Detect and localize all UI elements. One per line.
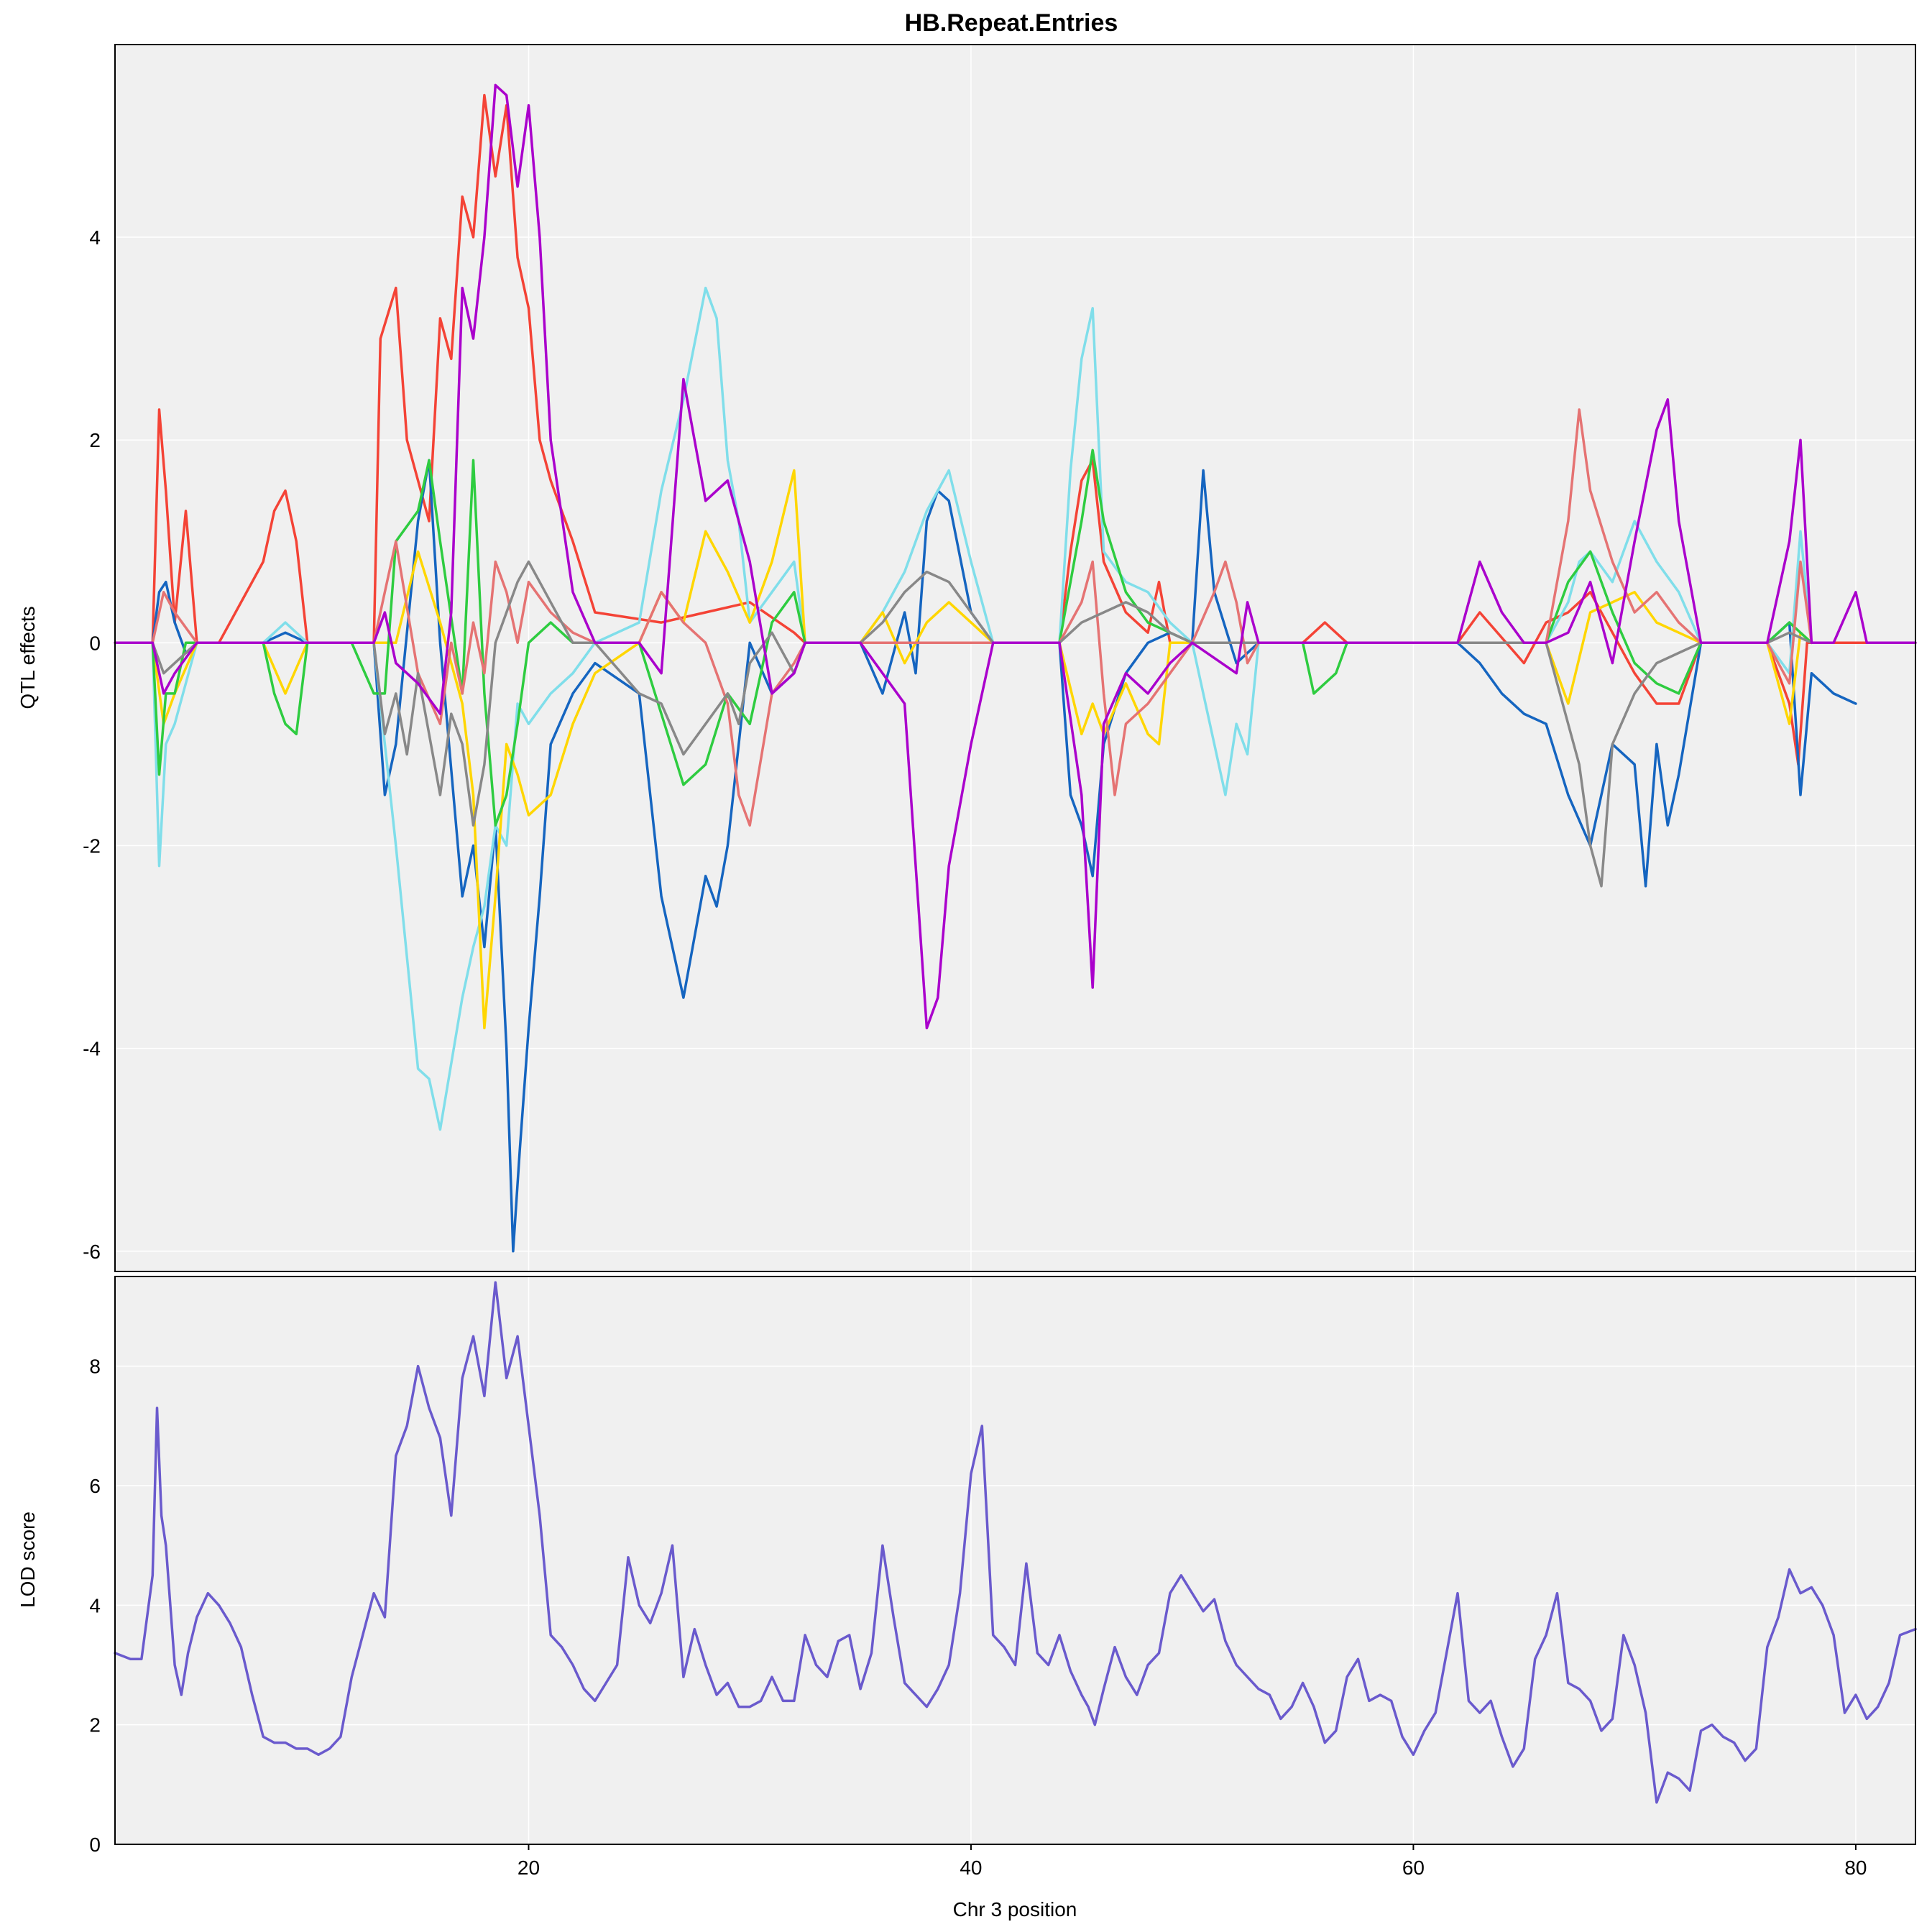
lod-series-line-1 (114, 1281, 1917, 1804)
effects-plot-frame (114, 44, 1916, 1272)
effects-series-line-7 (151, 560, 1813, 888)
lod-y-tick-label: 2 (89, 1714, 101, 1736)
effects-series-line-6 (151, 408, 1813, 827)
effects-y-tick-labels: -6 -4 -2 0 2 4 (83, 226, 101, 1263)
lod-y-tick-label: 6 (89, 1475, 101, 1497)
effects-y-tick-label: -4 (83, 1038, 101, 1060)
x-tick-label: 40 (960, 1857, 982, 1879)
effects-y-tick-label: 0 (89, 632, 101, 654)
effects-y-tick-label: -2 (83, 834, 101, 857)
effects-y-axis-label: QTL effects (17, 606, 39, 709)
x-tick-label: 80 (1844, 1857, 1867, 1879)
chart-title: HB.Repeat.Entries (905, 9, 1118, 37)
effects-y-tick-label: 2 (89, 429, 101, 451)
lod-y-tick-label: 4 (89, 1594, 101, 1616)
effects-plot-background (115, 45, 1915, 1271)
lod-plot-background (115, 1276, 1915, 1844)
lod-panel: 0 2 4 6 8 20 40 60 80 LOD score Chr 3 position (17, 1276, 1917, 1920)
lod-y-tick-labels: 0 2 4 6 8 (89, 1356, 101, 1856)
effects-y-tick-label: -6 (83, 1241, 101, 1263)
effects-y-tick-label: 4 (89, 226, 101, 249)
x-tick-label: 20 (518, 1857, 540, 1879)
lod-y-tick-label: 0 (89, 1834, 101, 1856)
effects-series-line-8 (114, 83, 1917, 1030)
lod-x-tick-labels: 20 40 60 80 (518, 1844, 1867, 1879)
x-tick-label: 60 (1402, 1857, 1425, 1879)
qtl-effects-panel: -6 -4 -2 0 2 4 QTL effects (17, 44, 1917, 1272)
effects-series-line-2 (151, 459, 1857, 1253)
lod-y-axis-label: LOD score (17, 1512, 39, 1608)
effects-gridlines (115, 45, 1915, 1271)
effects-series-line-4 (151, 469, 1813, 1030)
lod-y-tick-label: 8 (89, 1356, 101, 1378)
x-axis-label: Chr 3 position (953, 1898, 1077, 1920)
lod-series-group (114, 1281, 1917, 1804)
lod-plot-frame (114, 1276, 1916, 1845)
effects-series-group (114, 83, 1917, 1253)
